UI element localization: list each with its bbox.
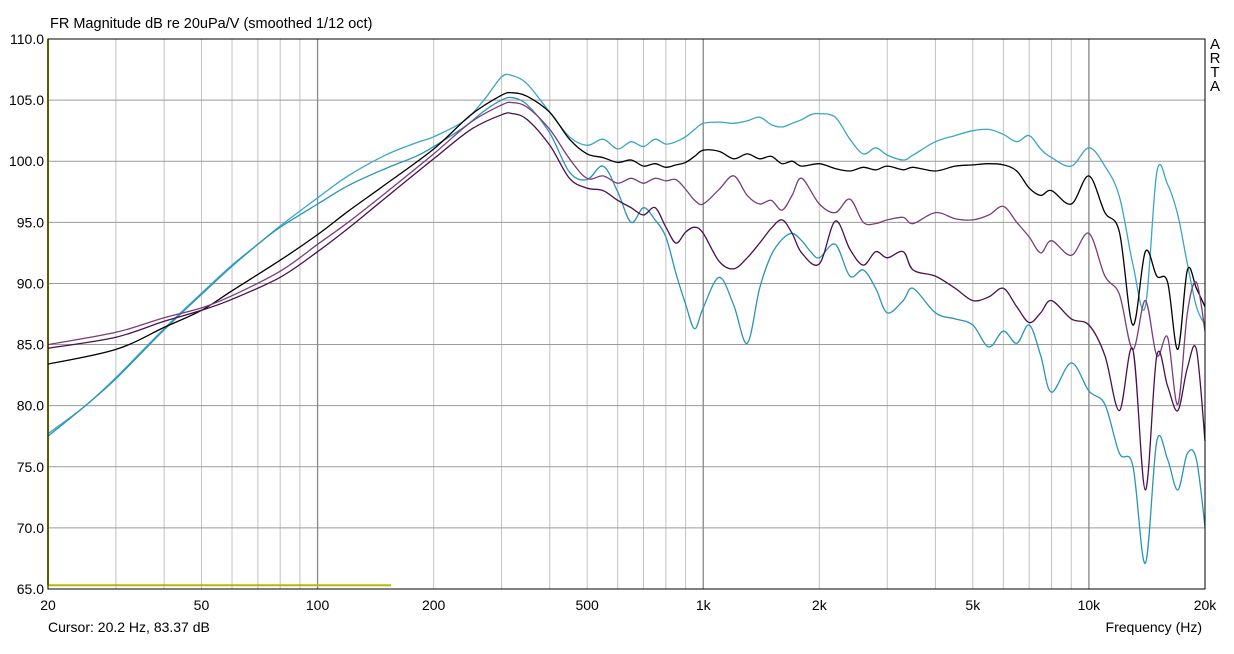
chart-title: FR Magnitude dB re 20uPa/V (smoothed 1/1… [50, 16, 373, 32]
y-tick-label: 105.0 [9, 92, 44, 108]
y-tick-label: 70.0 [17, 520, 44, 536]
plot-border [47, 38, 1206, 590]
series-line-5 [47, 112, 1206, 491]
series-line-2 [47, 96, 1206, 564]
x-tick-label: 2k [812, 597, 828, 613]
arta-brand-label: ARTA [1209, 36, 1221, 95]
series-layer [47, 73, 1206, 564]
y-tick-label: 90.0 [17, 275, 44, 291]
x-tick-label: 5k [965, 597, 981, 613]
y-tick-label: 100.0 [9, 153, 44, 169]
cursor-readout: Cursor: 20.2 Hz, 83.37 dB [48, 619, 210, 635]
x-tick-label: 500 [575, 597, 599, 613]
y-tick-labels: 65.0 70.0 75.0 80.0 85.0 90.0 95.0 100.0 105.0 11… [9, 31, 44, 597]
x-axis-label: Frequency (Hz) [1105, 619, 1202, 635]
series-line-4 [47, 101, 1206, 406]
y-tick-label: 110.0 [10, 31, 44, 47]
plot-frame [47, 38, 1206, 590]
y-tick-label: 75.0 [17, 459, 44, 475]
minor-grid [115, 39, 1090, 589]
y-tick-label: 85.0 [17, 337, 44, 353]
series-line-3 [47, 91, 1206, 365]
x-tick-label: 20k [1194, 597, 1218, 613]
x-tick-label: 200 [422, 597, 446, 613]
x-tick-label: 1k [696, 597, 712, 613]
y-tick-label: 65.0 [17, 581, 44, 597]
x-tick-label: 20 [40, 597, 56, 613]
x-tick-label: 10k [1078, 597, 1102, 613]
series-line-1 [47, 73, 1206, 435]
x-tick-label: 50 [194, 597, 210, 613]
y-tick-label: 80.0 [17, 398, 44, 414]
major-grid [48, 38, 1205, 590]
x-tick-labels: 20 50 100 200 500 1k 2k 5k 10k 20k [40, 597, 1217, 613]
y-tick-label: 95.0 [17, 214, 44, 230]
x-tick-label: 100 [306, 597, 330, 613]
reference-lines [47, 39, 391, 587]
